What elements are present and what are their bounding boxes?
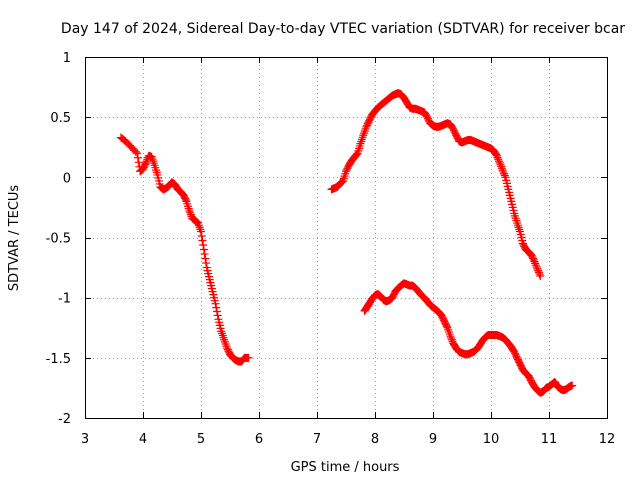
data-point: [492, 151, 501, 160]
data-point: [212, 307, 221, 316]
data-point: [531, 259, 540, 268]
x-tick-label: 3: [81, 432, 89, 447]
data-point: [357, 137, 366, 146]
data-point: [200, 250, 209, 259]
y-tick-label: -0.5: [46, 232, 71, 247]
data-point: [134, 158, 143, 167]
data-point: [198, 236, 207, 245]
y-tick-label: 0: [63, 171, 71, 186]
x-tick-label: 12: [599, 432, 616, 447]
data-point: [445, 330, 454, 339]
data-point: [186, 210, 195, 219]
x-tick-label: 5: [197, 432, 205, 447]
x-tick-label: 4: [139, 432, 147, 447]
data-point: [358, 133, 367, 142]
data-point: [360, 127, 369, 136]
data-point: [497, 164, 506, 173]
data-point: [442, 322, 451, 331]
data-point: [494, 157, 503, 166]
x-axis-label: GPS time / hours: [291, 460, 400, 475]
data-point: [218, 329, 227, 338]
data-point: [131, 147, 140, 156]
y-tick-label: -1.5: [46, 352, 71, 367]
data-point: [201, 254, 210, 263]
data-point: [493, 153, 502, 162]
data-point: [536, 272, 545, 281]
data-point: [360, 129, 369, 138]
x-tick-label: 6: [255, 432, 263, 447]
data-point: [531, 261, 540, 270]
data-point: [181, 195, 190, 204]
grid-lines: [85, 57, 607, 418]
data-point: [197, 231, 206, 240]
data-point: [133, 149, 142, 158]
data-point: [212, 303, 221, 312]
y-tick-label: -2: [58, 412, 71, 427]
data-point: [141, 158, 150, 167]
x-tick-label: 8: [371, 432, 379, 447]
data-point: [447, 335, 456, 344]
data-point: [352, 151, 361, 160]
data-point: [185, 207, 194, 216]
chart-title: Day 147 of 2024, Sidereal Day-to-day VTE…: [61, 21, 625, 37]
data-point: [500, 171, 509, 180]
data-point: [495, 158, 504, 167]
data-point: [499, 167, 508, 176]
data-point: [199, 241, 208, 250]
x-tick-label: 10: [483, 432, 500, 447]
axis-ticks: 3 4 5 6 7 8 9 10 11 12 -2 -1.5 -1 -0.5 0 0.5 1: [46, 51, 616, 447]
data-point: [500, 169, 509, 178]
data-point: [141, 160, 150, 169]
y-axis-label: SDTVAR / TECUs: [7, 185, 22, 292]
data-point: [196, 225, 205, 234]
y-tick-label: 1: [63, 51, 71, 66]
data-point: [199, 245, 208, 254]
data-point: [218, 331, 227, 340]
data-point: [534, 268, 543, 277]
data-point: [568, 381, 577, 390]
data-point: [197, 227, 205, 236]
data-point: [513, 221, 522, 230]
x-tick-label: 9: [429, 432, 437, 447]
data-point: [444, 327, 453, 336]
data-point: [133, 153, 142, 162]
data-point: [357, 135, 366, 144]
data-point: [220, 337, 229, 346]
data-point: [213, 311, 222, 320]
data-series: [116, 89, 577, 397]
data-point: [244, 353, 253, 362]
series-1: [116, 133, 253, 366]
data-point: [497, 162, 506, 171]
data-point: [496, 160, 505, 169]
x-tick-label: 7: [313, 432, 321, 447]
y-tick-label: 0.5: [50, 111, 71, 126]
data-point: [514, 223, 523, 232]
data-point: [535, 270, 544, 279]
data-point: [202, 259, 211, 268]
series-2: [327, 89, 545, 281]
data-point: [186, 208, 195, 217]
data-point: [446, 332, 455, 341]
data-point: [352, 150, 361, 159]
data-point: [494, 155, 503, 164]
data-point: [211, 299, 220, 308]
data-point: [359, 131, 368, 140]
data-point: [530, 257, 539, 266]
data-point: [534, 266, 543, 275]
data-point: [221, 339, 230, 348]
data-point: [447, 333, 456, 342]
data-point: [533, 264, 542, 273]
data-point: [529, 256, 538, 265]
data-point: [219, 333, 228, 342]
data-point: [515, 225, 524, 234]
data-point: [220, 335, 229, 344]
y-tick-label: -1: [58, 292, 71, 307]
series-3: [360, 279, 577, 397]
data-point: [532, 262, 541, 271]
data-point: [498, 166, 507, 175]
x-tick-label: 11: [541, 432, 558, 447]
